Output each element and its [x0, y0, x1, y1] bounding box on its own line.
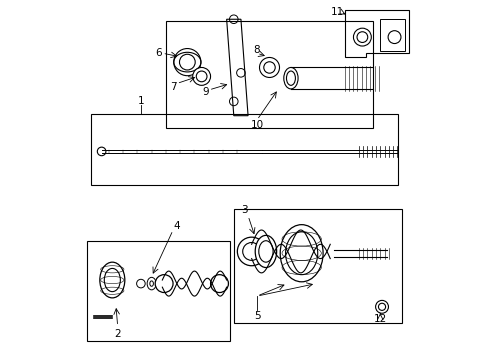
- Text: 4: 4: [173, 221, 180, 231]
- Text: 5: 5: [253, 311, 260, 321]
- Circle shape: [263, 62, 275, 73]
- Text: 11: 11: [330, 7, 343, 17]
- Text: 9: 9: [202, 87, 208, 98]
- Ellipse shape: [286, 71, 295, 85]
- Circle shape: [242, 243, 260, 260]
- Ellipse shape: [255, 235, 276, 267]
- Ellipse shape: [285, 232, 317, 275]
- Circle shape: [387, 31, 400, 44]
- Ellipse shape: [104, 269, 120, 292]
- Text: 2: 2: [114, 329, 121, 339]
- Text: 10: 10: [250, 120, 263, 130]
- Circle shape: [356, 32, 367, 42]
- Circle shape: [375, 300, 387, 313]
- Bar: [380, 19, 405, 51]
- Circle shape: [155, 275, 173, 293]
- Circle shape: [237, 237, 265, 266]
- Circle shape: [192, 67, 210, 85]
- Text: 7: 7: [169, 82, 176, 92]
- Circle shape: [210, 275, 228, 293]
- Ellipse shape: [283, 67, 298, 89]
- Ellipse shape: [280, 225, 323, 282]
- Text: 6: 6: [155, 48, 162, 58]
- Text: 1: 1: [137, 96, 144, 107]
- Circle shape: [196, 71, 206, 82]
- Text: 3: 3: [241, 205, 247, 215]
- Circle shape: [173, 49, 201, 76]
- Circle shape: [353, 28, 370, 46]
- Ellipse shape: [100, 262, 124, 298]
- Circle shape: [179, 54, 195, 70]
- Ellipse shape: [258, 241, 272, 262]
- Text: 12: 12: [373, 314, 386, 324]
- Circle shape: [259, 58, 279, 77]
- Text: 8: 8: [253, 45, 260, 55]
- Ellipse shape: [147, 277, 156, 290]
